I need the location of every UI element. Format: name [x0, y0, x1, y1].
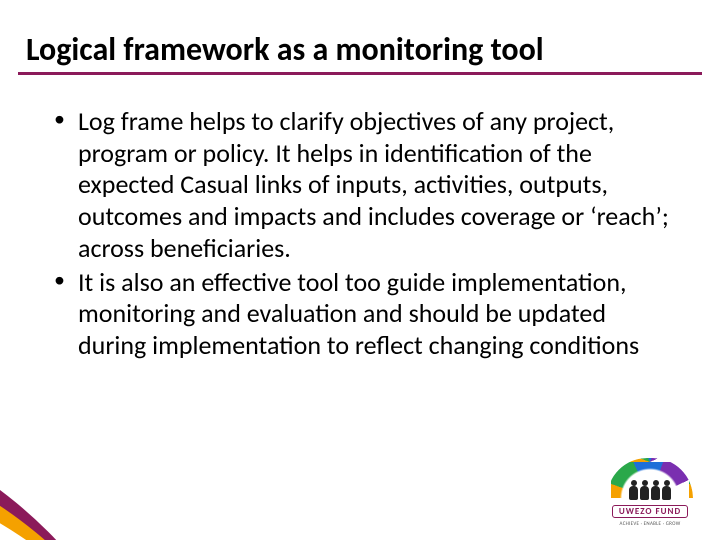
- logo-name: UWEZO FUND: [612, 505, 688, 518]
- title-band: Logical framework as a monitoring tool: [0, 20, 720, 80]
- title-underline: [18, 72, 702, 75]
- content-area: Log frame helps to clarify objectives of…: [50, 106, 670, 364]
- bullet-item: Log frame helps to clarify objectives of…: [50, 106, 670, 265]
- logo-tagline: ACHIEVE · ENABLE · GROW: [602, 521, 698, 527]
- bullet-item: It is also an effective tool too guide i…: [50, 267, 670, 362]
- decoration-curve-purple: [0, 400, 180, 540]
- bullet-list: Log frame helps to clarify objectives of…: [50, 106, 670, 362]
- logo: UWEZO FUND ACHIEVE · ENABLE · GROW: [602, 458, 698, 528]
- logo-people-icon: [602, 486, 698, 500]
- slide-title: Logical framework as a monitoring tool: [0, 32, 544, 67]
- slide: Logical framework as a monitoring tool L…: [0, 0, 720, 540]
